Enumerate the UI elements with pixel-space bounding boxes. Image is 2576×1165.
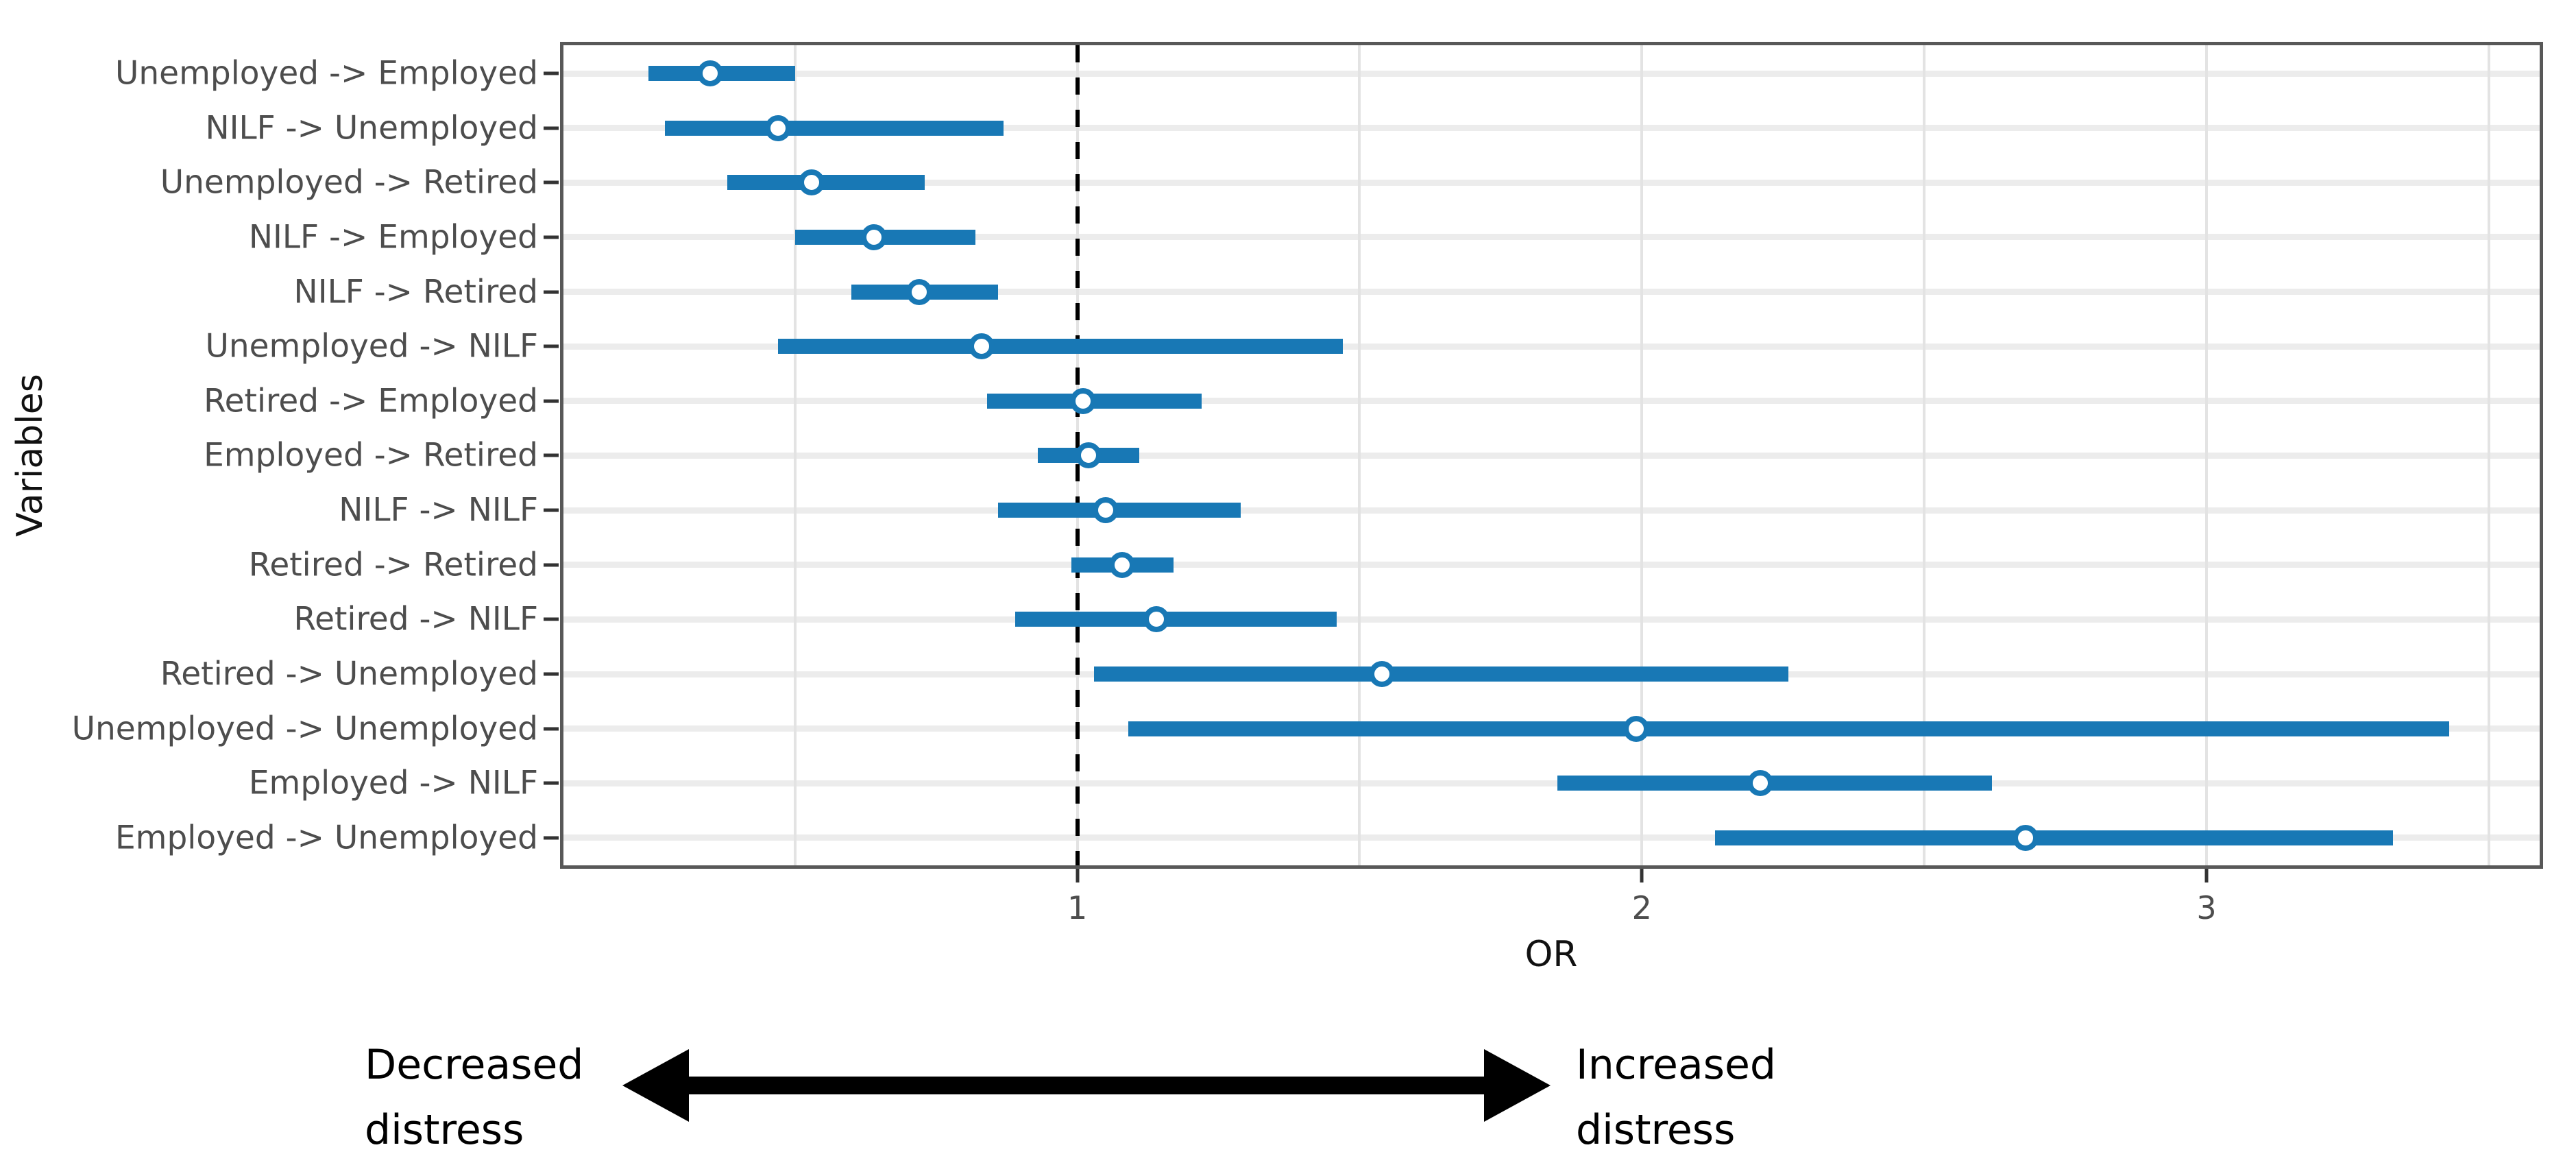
y-tick-mark <box>544 71 559 75</box>
y-tick-label: Retired -> Retired <box>248 546 538 584</box>
ci-bar <box>778 339 1343 355</box>
x-tick-label: 1 <box>1067 889 1088 926</box>
y-tick-label: Retired -> NILF <box>293 600 538 638</box>
y-tick-label: Unemployed -> Employed <box>114 54 538 93</box>
point-estimate <box>968 333 995 360</box>
y-tick-label: NILF -> Unemployed <box>205 109 538 147</box>
x-gridline <box>2487 45 2490 865</box>
ci-bar <box>665 120 1004 136</box>
y-tick-mark <box>544 727 559 731</box>
y-tick-label: Employed -> NILF <box>248 764 538 802</box>
ci-bar <box>1094 666 1789 682</box>
x-gridline <box>1923 45 1926 865</box>
y-tick-mark <box>544 836 559 840</box>
row-gridline <box>563 616 2540 623</box>
annotation-decreased-line2: distress <box>365 1106 524 1154</box>
y-tick-mark <box>544 563 559 567</box>
point-estimate <box>1747 770 1774 797</box>
row-gridline <box>563 562 2540 568</box>
y-tick-mark <box>544 399 559 403</box>
point-estimate <box>1069 387 1096 414</box>
row-gridline <box>563 507 2540 514</box>
y-tick-label: Unemployed -> Unemployed <box>71 710 538 748</box>
row-gridline <box>563 234 2540 241</box>
row-gridline <box>563 125 2540 132</box>
x-tick-mark <box>1640 869 1644 882</box>
annotation-decreased-distress: Decreased distress <box>365 1033 583 1163</box>
ci-bar <box>1715 830 2393 845</box>
annotation-increased-line1: Increased <box>1576 1041 1777 1089</box>
x-tick-mark <box>2204 869 2209 882</box>
ci-bar <box>998 503 1241 518</box>
annotation-decreased-line1: Decreased <box>365 1041 584 1089</box>
y-tick-label: NILF -> NILF <box>339 491 538 529</box>
point-estimate <box>1623 715 1650 742</box>
x-tick-label: 3 <box>2196 889 2217 926</box>
point-estimate <box>861 224 888 250</box>
point-estimate <box>1092 497 1119 524</box>
row-gridline <box>563 70 2540 77</box>
point-estimate <box>765 115 791 141</box>
point-estimate <box>1076 442 1102 469</box>
y-tick-label: Unemployed -> Retired <box>160 163 538 202</box>
plot-panel <box>560 42 2543 869</box>
y-tick-mark <box>544 508 559 512</box>
y-tick-label: NILF -> Employed <box>248 218 538 256</box>
x-gridline <box>793 45 797 865</box>
y-tick-mark <box>544 344 559 348</box>
annotation-increased-line2: distress <box>1576 1106 1736 1154</box>
y-tick-label: Employed -> Retired <box>204 436 538 475</box>
y-tick-label: Retired -> Unemployed <box>160 655 538 693</box>
x-gridline <box>1358 45 1361 865</box>
y-tick-mark <box>544 453 559 457</box>
point-estimate <box>697 60 724 86</box>
y-tick-label: Employed -> Unemployed <box>114 819 538 857</box>
ci-bar <box>1128 721 2450 736</box>
y-tick-label: NILF -> Retired <box>293 273 538 311</box>
y-tick-mark <box>544 781 559 785</box>
row-gridline <box>563 780 2540 786</box>
x-gridline <box>1640 45 1644 865</box>
row-gridline <box>563 179 2540 186</box>
ci-bar <box>1014 612 1337 627</box>
annotation-increased-distress: Increased distress <box>1576 1033 1776 1163</box>
point-estimate <box>1143 606 1169 633</box>
point-estimate <box>906 278 932 305</box>
y-tick-label: Retired -> Employed <box>204 382 538 420</box>
point-estimate <box>799 169 825 196</box>
y-tick-label: Unemployed -> NILF <box>205 327 538 365</box>
ci-bar <box>1557 776 1992 791</box>
row-gridline <box>563 834 2540 841</box>
row-gridline <box>563 452 2540 459</box>
row-gridline <box>563 343 2540 350</box>
x-axis-title: OR <box>1524 934 1578 975</box>
double-arrow-icon <box>622 1049 1551 1122</box>
point-estimate <box>1369 661 1396 688</box>
y-tick-mark <box>544 126 559 130</box>
x-gridline <box>2205 45 2208 865</box>
y-tick-mark <box>544 617 559 621</box>
row-gridline <box>563 398 2540 405</box>
y-tick-mark <box>544 180 559 184</box>
point-estimate <box>1109 551 1136 578</box>
x-tick-label: 2 <box>1631 889 1652 926</box>
row-gridline <box>563 289 2540 296</box>
y-tick-mark <box>544 290 559 294</box>
x-tick-mark <box>1076 869 1080 882</box>
point-estimate <box>2013 824 2039 851</box>
y-tick-mark <box>544 672 559 676</box>
ci-bar <box>727 175 925 191</box>
y-tick-mark <box>544 235 559 239</box>
